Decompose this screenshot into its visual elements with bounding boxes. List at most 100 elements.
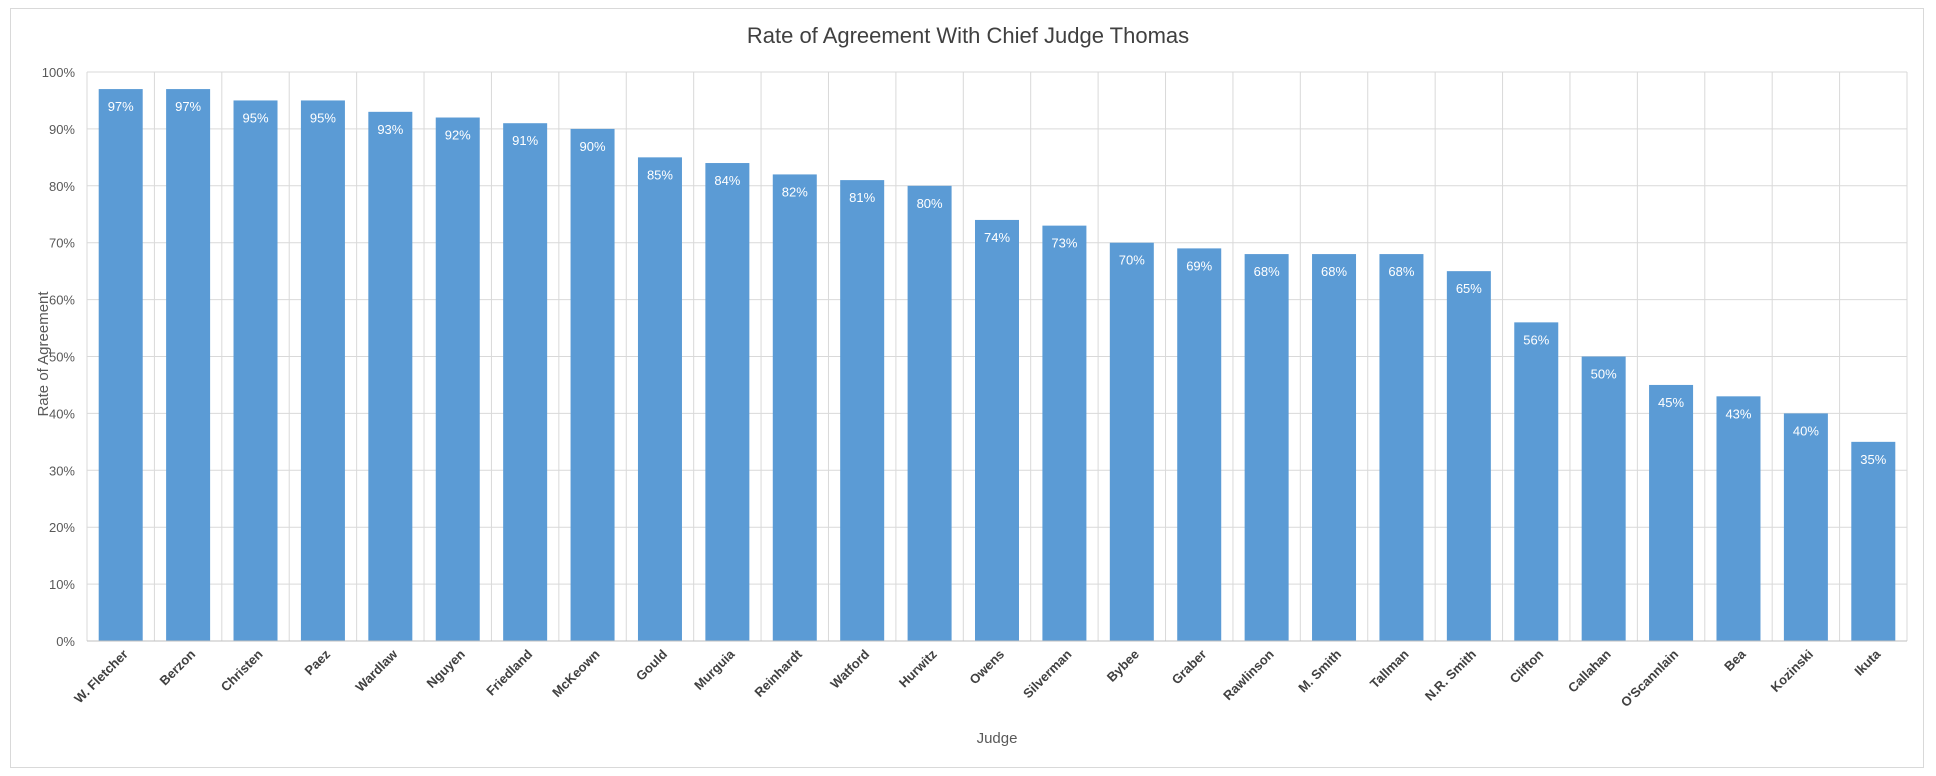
- data-label: 81%: [849, 190, 875, 205]
- x-tick-label: Friedland: [483, 646, 535, 698]
- data-label: 73%: [1051, 236, 1077, 251]
- x-tick-label: Bybee: [1104, 647, 1142, 685]
- x-tick-label: Wardlaw: [352, 646, 401, 695]
- x-tick-label: Clifton: [1507, 646, 1547, 686]
- data-labels: 97% 97% 95% 95% 93% 92% 91% 90% 85% 84% 82% 81% 80% 7…: [108, 99, 1887, 467]
- y-tick-label: 20%: [49, 520, 75, 535]
- data-label: 69%: [1186, 258, 1212, 273]
- y-tick-label: 80%: [49, 179, 75, 194]
- y-tick-label: 100%: [42, 65, 76, 80]
- x-tick-label: Silverman: [1020, 646, 1075, 701]
- x-tick-label: Ikuta: [1851, 646, 1884, 679]
- y-tick-label: 60%: [49, 293, 75, 308]
- y-tick-label: 30%: [49, 463, 75, 478]
- data-label: 90%: [580, 139, 606, 154]
- x-tick-label: Paez: [301, 646, 333, 678]
- bar: [1783, 413, 1828, 641]
- bar: [1177, 248, 1222, 641]
- y-tick-label: 90%: [49, 122, 75, 137]
- data-label: 40%: [1793, 423, 1819, 438]
- chart-title: Rate of Agreement With Chief Judge Thoma…: [747, 23, 1189, 48]
- x-tick-label: Kozinski: [1768, 647, 1816, 695]
- x-tick-label: Nguyen: [424, 646, 468, 690]
- y-tick-label: 10%: [49, 577, 75, 592]
- bar: [1042, 225, 1087, 641]
- data-label: 93%: [377, 122, 403, 137]
- x-tick-label: Reinhardt: [751, 646, 805, 700]
- data-label: 35%: [1860, 452, 1886, 467]
- data-label: 82%: [782, 184, 808, 199]
- bar: [1851, 441, 1896, 641]
- y-tick-label: 0%: [56, 634, 75, 649]
- bar: [1312, 254, 1357, 641]
- data-label: 70%: [1119, 253, 1145, 268]
- x-tick-label: Graber: [1169, 647, 1210, 688]
- bar: [98, 89, 143, 641]
- bar: [300, 100, 345, 641]
- bar: [637, 157, 682, 641]
- data-label: 74%: [984, 230, 1010, 245]
- data-label: 68%: [1321, 264, 1347, 279]
- data-label: 68%: [1254, 264, 1280, 279]
- data-label: 50%: [1591, 367, 1617, 382]
- bar: [1379, 254, 1424, 641]
- bar: [772, 174, 817, 642]
- data-label: 97%: [108, 99, 134, 114]
- data-label: 97%: [175, 99, 201, 114]
- data-label: 85%: [647, 167, 673, 182]
- x-tick-label: W. Fletcher: [71, 647, 131, 707]
- y-tick-label: 40%: [49, 406, 75, 421]
- bar: [1109, 242, 1154, 641]
- x-tick-label: Tallman: [1367, 646, 1412, 691]
- bar-chart: Rate of Agreement With Chief Judge Thoma…: [35, 23, 1908, 747]
- bar: [1649, 384, 1694, 641]
- bar: [1581, 356, 1626, 641]
- bars: [98, 89, 1896, 642]
- x-tick-label: N.R. Smith: [1422, 646, 1479, 703]
- x-tick-label: M. Smith: [1295, 646, 1344, 695]
- data-label: 80%: [917, 196, 943, 211]
- x-tick-label: Christen: [218, 646, 266, 694]
- data-label: 92%: [445, 128, 471, 143]
- data-label: 91%: [512, 133, 538, 148]
- bar: [435, 117, 480, 641]
- y-axis-ticks: 0% 10% 20% 30% 40% 50% 60% 70% 80% 90% 100%: [42, 65, 76, 649]
- bar: [1514, 322, 1559, 641]
- x-tick-label: O'Scannlain: [1618, 646, 1681, 709]
- x-tick-label: Berzon: [156, 646, 198, 688]
- bar: [368, 111, 413, 641]
- x-tick-label: Callahan: [1565, 646, 1614, 695]
- x-tick-label: Hurwitz: [896, 646, 940, 690]
- y-tick-label: 50%: [49, 350, 75, 365]
- x-axis-ticks: W. Fletcher Berzon Christen Paez Wardlaw Nguy…: [71, 646, 1884, 710]
- data-label: 43%: [1725, 406, 1751, 421]
- x-tick-label: Watford: [827, 646, 872, 691]
- bar: [570, 128, 615, 641]
- data-label: 95%: [310, 110, 336, 125]
- data-label: 56%: [1523, 332, 1549, 347]
- bar: [907, 185, 952, 642]
- bar: [1716, 396, 1761, 641]
- bar: [975, 219, 1019, 641]
- data-label: 45%: [1658, 395, 1684, 410]
- x-tick-label: Gould: [633, 646, 670, 683]
- data-label: 84%: [714, 173, 740, 188]
- bar: [166, 89, 211, 641]
- y-axis-title: Rate of Agreement: [35, 291, 52, 417]
- bar: [1244, 254, 1289, 641]
- x-tick-label: McKeown: [549, 646, 603, 700]
- y-tick-label: 70%: [49, 236, 75, 251]
- bar: [233, 100, 278, 641]
- x-tick-label: Owens: [966, 647, 1007, 688]
- data-label: 65%: [1456, 281, 1482, 296]
- x-tick-label: Bea: [1721, 646, 1749, 674]
- chart-frame: Rate of Agreement With Chief Judge Thoma…: [10, 8, 1924, 768]
- bar: [1446, 271, 1491, 641]
- x-tick-label: Murguia: [691, 646, 738, 693]
- bar: [840, 180, 885, 642]
- x-tick-label: Rawlinson: [1220, 646, 1277, 703]
- x-axis-title: Judge: [977, 730, 1018, 747]
- bar: [503, 123, 548, 641]
- data-label: 95%: [243, 110, 269, 125]
- data-label: 68%: [1388, 264, 1414, 279]
